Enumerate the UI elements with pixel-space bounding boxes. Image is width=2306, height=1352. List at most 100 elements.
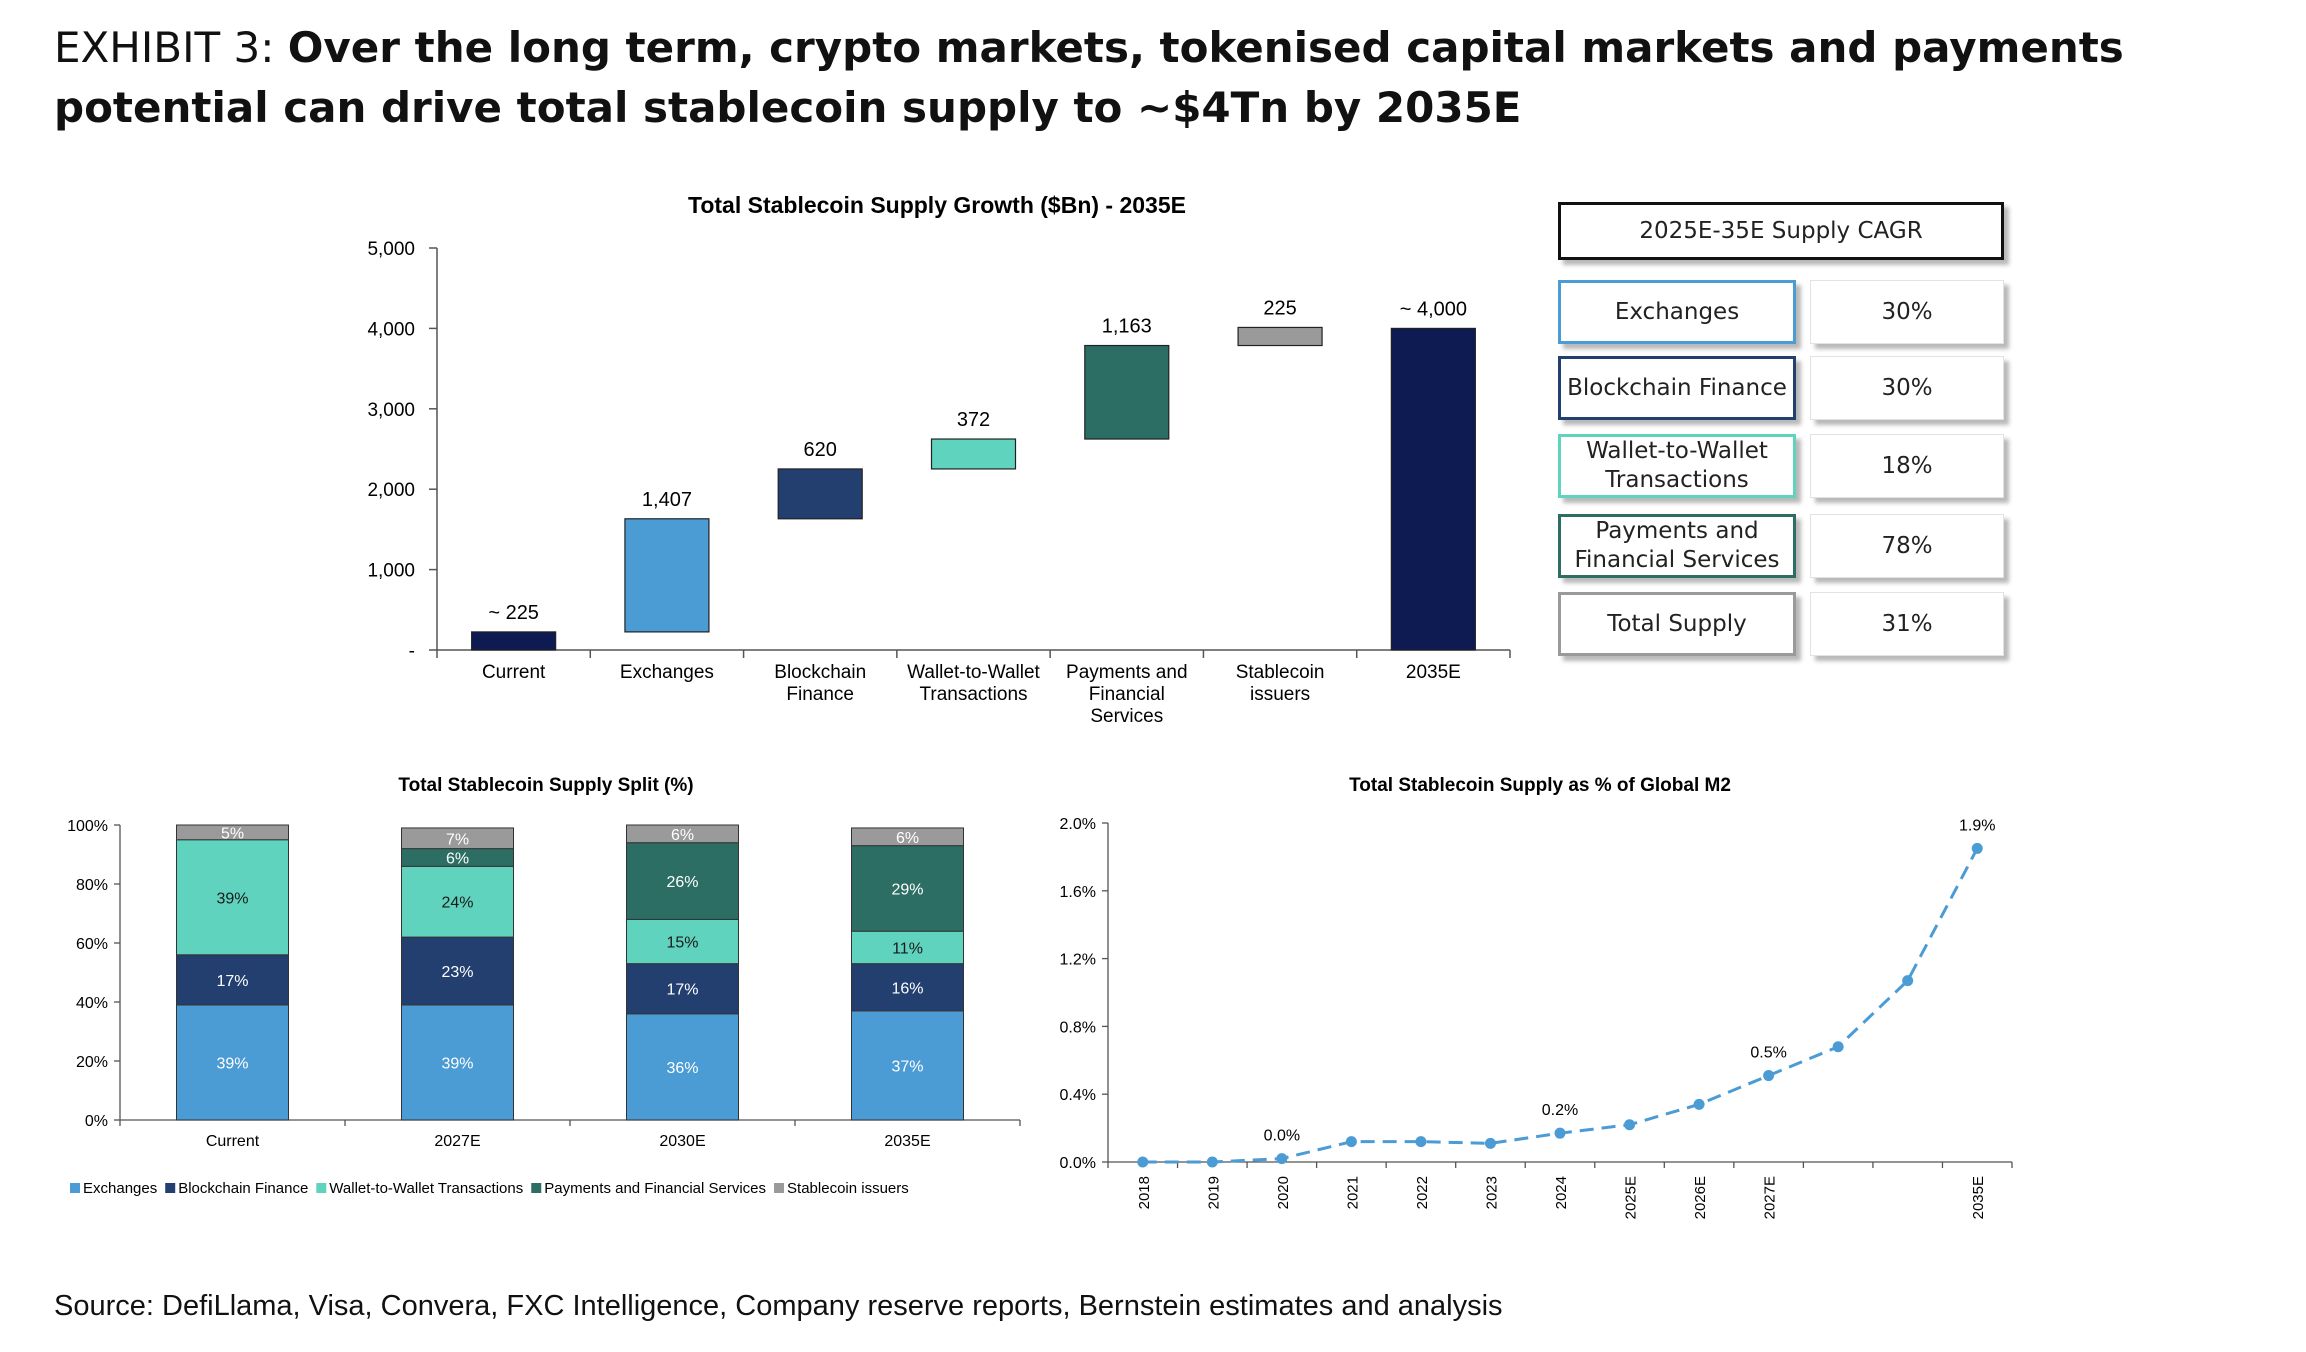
cagr-row-label: Exchanges [1558,280,1796,344]
stacked-segment [851,827,964,847]
waterfall-bar [1390,327,1476,651]
cagr-row-value: 18% [1810,434,2004,498]
line-y-tick-label: 0.4% [1060,1087,1096,1104]
stacked-segment [176,839,289,956]
line-point [1345,1136,1357,1148]
waterfall-category-label-line: Blockchain [774,662,866,683]
stacked-legend-swatch [531,1183,542,1193]
stacked-legend-swatch [70,1183,80,1193]
stacked-y-tick-label: 60% [76,936,108,953]
waterfall-data-label: 1,407 [642,489,692,511]
waterfall-data-label: 1,163 [1102,316,1152,338]
waterfall-category-label: Stablecoin issuers [1236,662,1325,705]
stacked-segment [626,824,739,844]
line-x-tick-label: 2019 [1205,1176,1222,1209]
waterfall-category-label-line: Wallet-to-Wallet [907,662,1040,683]
stacked-segment-label: 15% [666,935,698,952]
waterfall-data-label: ~ 4,000 [1400,298,1467,320]
waterfall-bar [777,468,863,520]
stacked-category-label: 2030E [659,1133,705,1150]
waterfall-category-label: Blockchain Finance [774,662,866,705]
stacked-segment-label: 26% [666,874,698,891]
stacked-category-label: 2035E [884,1133,930,1150]
stacked-segment [851,930,964,965]
cagr-row-label: Blockchain Finance [1558,356,1796,420]
waterfall-data-label: ~ 225 [488,602,539,624]
stacked-y-tick-label: 20% [76,1054,108,1071]
line-title: Total Stablecoin Supply as % of Global M… [1349,775,1731,796]
stacked-segment [176,1004,289,1121]
line-x-tick-label: 2022 [1414,1176,1431,1209]
stacked-segment [851,845,964,932]
stacked-segment-label: 29% [891,881,923,898]
exhibit-headline: Over the long term, crypto markets, toke… [54,23,2124,132]
stacked-segment-label: 39% [441,1055,473,1072]
line-point [1415,1136,1427,1148]
stacked-legend-label: Blockchain Finance [178,1180,308,1197]
line-point [1484,1137,1496,1149]
line-point [1763,1070,1775,1082]
stacked-segment [401,827,514,850]
stacked-y-tick-label: 40% [76,995,108,1012]
waterfall-data-label: 620 [804,439,837,461]
line-point [1554,1127,1566,1139]
stacked-segment-label: 36% [666,1060,698,1077]
line-point [1693,1098,1705,1110]
line-point [1971,842,1983,854]
line-point [1206,1156,1218,1168]
waterfall-bar [624,518,710,633]
cagr-row-label: Payments and Financial Services [1558,514,1796,578]
line-y-tick-label: 1.6% [1060,884,1096,901]
stacked-segment [626,963,739,1015]
cagr-row-label: Wallet-to-Wallet Transactions [1558,434,1796,498]
exhibit-label: EXHIBIT 3: [54,23,275,72]
line-x-tick-label: 2026E [1692,1176,1709,1219]
stacked-legend-swatch [165,1183,176,1193]
line-y-tick-label: 0.8% [1060,1019,1096,1036]
waterfall-category-label-line: Finance [786,684,854,705]
waterfall-category-label-line: Stablecoin [1236,662,1325,683]
waterfall-y-tick-label: 3,000 [367,400,415,421]
waterfall-category-label: 2035E [1406,662,1461,683]
waterfall-category-label: Exchanges [620,662,714,683]
cagr-row-value: 31% [1810,592,2004,656]
line-x-tick-label: 2035E [1970,1176,1987,1219]
waterfall-y-tick-label: 2,000 [367,480,415,501]
source-note: Source: DefiLlama, Visa, Convera, FXC In… [54,1290,1503,1322]
line-point-label: 1.9% [1959,817,1995,834]
cagr-row-value: 78% [1810,514,2004,578]
line-x-tick-label: 2018 [1136,1176,1153,1209]
line-x-tick-label: 2020 [1275,1176,1292,1209]
waterfall-category-label-line: Financial [1089,684,1165,705]
waterfall-category-label: Current [482,662,546,683]
cagr-row-value: 30% [1810,280,2004,344]
line-point [1624,1119,1636,1131]
waterfall-bar [471,631,557,651]
line-x-tick-label: 2021 [1344,1176,1361,1209]
waterfall-y-tick-label: 5,000 [367,239,415,260]
waterfall-category-label-line: issuers [1250,684,1310,705]
stacked-y-tick-label: 100% [67,818,108,835]
line-x-tick-label: 2023 [1483,1176,1500,1209]
stacked-category-label: 2027E [434,1133,480,1150]
stacked-title: Total Stablecoin Supply Split (%) [398,775,693,796]
waterfall-bar [930,438,1017,470]
waterfall-category-label: Payments and Financial Services [1066,662,1187,727]
m2-line-chart: Total Stablecoin Supply as % of Global M… [1060,775,2013,1219]
stacked-legend-label: Payments and Financial Services [544,1180,766,1197]
stacked-legend-swatch [316,1183,327,1193]
cagr-table: 2025E-35E Supply CAGR Exchanges 30% Blockch… [1558,202,2008,672]
stacked-segment-label: 6% [671,827,694,844]
stacked-segment-label: 39% [216,890,248,907]
exhibit-title: EXHIBIT 3: Over the long term, crypto ma… [54,18,2284,138]
waterfall-title: Total Stablecoin Supply Growth ($Bn) - 2… [688,192,1186,218]
line-x-tick-label: 2024 [1553,1176,1570,1209]
stacked-segment-label: 17% [666,982,698,999]
waterfall-chart: Total Stablecoin Supply Growth ($Bn) - 2… [367,192,1511,727]
stacked-segment [851,1010,964,1121]
line-point [1902,975,1914,987]
stacked-segment-label: 23% [441,964,473,981]
cagr-row-value: 30% [1810,356,2004,420]
waterfall-data-label: 372 [957,409,990,431]
stacked-segment-label: 37% [891,1058,923,1075]
